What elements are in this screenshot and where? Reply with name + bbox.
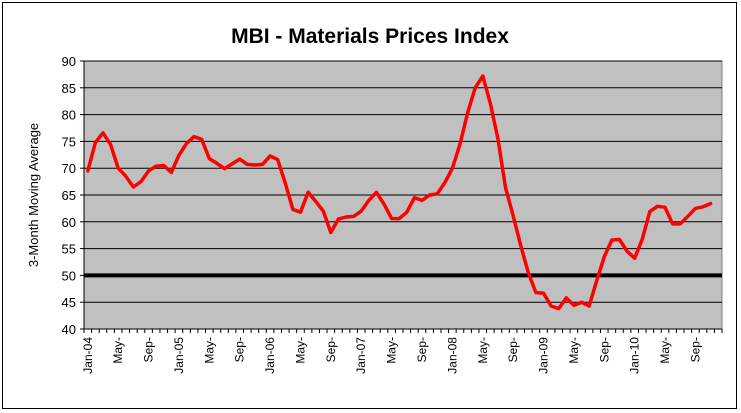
x-tick-label: Sep-	[233, 337, 247, 362]
y-axis-label: 3-Month Moving Average	[26, 123, 41, 267]
chart-title: MBI - Materials Prices Index	[231, 25, 509, 48]
x-tick-label: May-	[658, 337, 672, 364]
x-tick-label: Jan-09	[537, 337, 551, 374]
x-tick-label: Jan-08	[445, 337, 459, 374]
x-tick-label: May-	[567, 337, 581, 364]
x-tick-label: May-	[202, 337, 216, 364]
x-tick-label: Sep-	[142, 337, 156, 362]
y-tick-label: 75	[62, 134, 76, 149]
y-tick-label: 85	[62, 81, 76, 96]
x-axis-ticks: Jan-04 May- Sep- Jan-05 May- Sep- Jan-06 May- Se…	[81, 329, 723, 374]
x-tick-label: Sep-	[597, 337, 611, 362]
y-axis-ticks: 40 45 50 55 60 65 70 75 80 85 90	[62, 54, 84, 337]
x-tick-label: Sep-	[415, 337, 429, 362]
x-tick-label: May-	[476, 337, 490, 364]
x-tick-label: Sep-	[688, 337, 702, 362]
x-tick-label: Sep-	[506, 337, 520, 362]
x-tick-label: Jan-06	[263, 337, 277, 374]
series-line	[86, 74, 713, 311]
y-tick-label: 80	[62, 108, 76, 123]
x-tick-label: Jan-04	[81, 337, 95, 374]
y-tick-label: 55	[62, 242, 76, 257]
x-tick-label: Jan-10	[628, 337, 642, 374]
x-tick-label: Sep-	[324, 337, 338, 362]
y-tick-label: 65	[62, 188, 76, 203]
x-tick-label: May-	[293, 337, 307, 364]
x-tick-label: Jan-07	[354, 337, 368, 374]
x-tick-label: May-	[385, 337, 399, 364]
y-tick-label: 70	[62, 161, 76, 176]
y-tick-label: 40	[62, 322, 76, 337]
y-tick-label: 50	[62, 268, 76, 283]
y-tick-label: 90	[62, 54, 76, 69]
y-tick-label: 45	[62, 295, 76, 310]
x-tick-label: Jan-05	[172, 337, 186, 374]
y-tick-label: 60	[62, 215, 76, 230]
x-tick-label: May-	[111, 337, 125, 364]
